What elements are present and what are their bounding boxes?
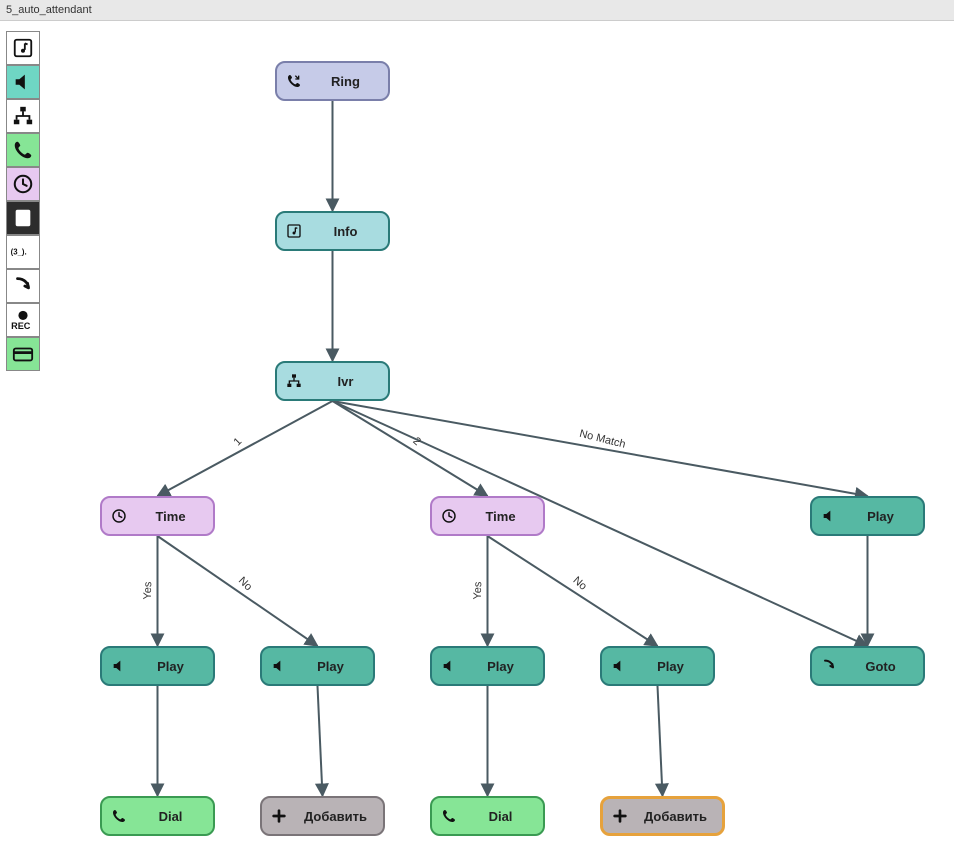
node-dial2[interactable]: Dial	[430, 796, 545, 836]
node-dial1[interactable]: Dial	[100, 796, 215, 836]
node-ivr[interactable]: Ivr	[275, 361, 390, 401]
tool-goto[interactable]	[6, 269, 40, 303]
speaker-icon	[610, 657, 628, 675]
node-playNM[interactable]: Play	[810, 496, 925, 536]
tool-record[interactable]: REC	[6, 303, 40, 337]
ivr-icon	[285, 372, 303, 390]
speaker-icon	[270, 657, 288, 675]
phone-icon	[12, 139, 34, 161]
contacts-icon	[12, 207, 34, 229]
toolbox: (3_). REC	[6, 31, 40, 371]
node-play3[interactable]: Play	[430, 646, 545, 686]
node-label: Play	[846, 509, 915, 524]
edge-label: Yes	[141, 581, 154, 599]
tool-phone[interactable]	[6, 133, 40, 167]
clock-icon	[110, 507, 128, 525]
tool-music[interactable]	[6, 31, 40, 65]
plus-icon	[611, 807, 629, 825]
tool-speaker[interactable]	[6, 65, 40, 99]
svg-text:(3_).: (3_).	[11, 248, 27, 257]
edge-label: No	[570, 574, 588, 592]
speaker-icon	[820, 507, 838, 525]
goto-icon	[12, 275, 34, 297]
speaker-icon	[440, 657, 458, 675]
speaker-icon	[12, 71, 34, 93]
clock-icon	[440, 507, 458, 525]
node-label: Ring	[311, 74, 380, 89]
node-time1[interactable]: Time	[100, 496, 215, 536]
node-time2[interactable]: Time	[430, 496, 545, 536]
record-icon: REC	[9, 309, 37, 331]
plus-icon	[270, 807, 288, 825]
node-label: Play	[296, 659, 365, 674]
node-label: Добавить	[296, 809, 375, 824]
node-label: Time	[136, 509, 205, 524]
phone-icon	[440, 807, 458, 825]
edge-label: No Match	[578, 427, 627, 450]
node-label: Info	[311, 224, 380, 239]
node-ring[interactable]: Ring	[275, 61, 390, 101]
canvas[interactable]: Ring Info Ivr Time Time Play Play Play Play Play G…	[0, 21, 954, 860]
phone-incoming-icon	[285, 72, 303, 90]
clock-icon	[12, 173, 34, 195]
node-play2[interactable]: Play	[260, 646, 375, 686]
music-icon	[285, 222, 303, 240]
edge-label: No	[235, 575, 253, 593]
workspace: (3_). REC Ring Info Ivr Time Time Play Play Play…	[0, 21, 954, 860]
node-label: Play	[136, 659, 205, 674]
node-label: Goto	[846, 659, 915, 674]
music-icon	[12, 37, 34, 59]
edge-label: 1	[232, 435, 245, 448]
node-add1[interactable]: Добавить	[260, 796, 385, 836]
svg-text:REC: REC	[11, 321, 31, 331]
node-label: Time	[466, 509, 535, 524]
card-icon	[12, 343, 34, 365]
regex-icon: (3_).	[10, 241, 36, 263]
edge-label: 2	[410, 435, 423, 448]
node-label: Добавить	[637, 809, 714, 824]
node-goto[interactable]: Goto	[810, 646, 925, 686]
node-label: Play	[466, 659, 535, 674]
edge-label: Yes	[471, 581, 484, 599]
node-label: Dial	[466, 809, 535, 824]
tool-clock[interactable]	[6, 167, 40, 201]
node-play1[interactable]: Play	[100, 646, 215, 686]
speaker-icon	[110, 657, 128, 675]
node-label: Dial	[136, 809, 205, 824]
node-add2[interactable]: Добавить	[600, 796, 725, 836]
node-label: Play	[636, 659, 705, 674]
ivr-icon	[12, 105, 34, 127]
tool-card[interactable]	[6, 337, 40, 371]
tool-ivr[interactable]	[6, 99, 40, 133]
phone-icon	[110, 807, 128, 825]
tool-contacts[interactable]	[6, 201, 40, 235]
tool-regex[interactable]: (3_).	[6, 235, 40, 269]
node-play4[interactable]: Play	[600, 646, 715, 686]
window-title: 5_auto_attendant	[6, 4, 92, 16]
node-info[interactable]: Info	[275, 211, 390, 251]
node-label: Ivr	[311, 374, 380, 389]
window-titlebar: 5_auto_attendant	[0, 0, 954, 21]
goto-icon	[820, 657, 838, 675]
